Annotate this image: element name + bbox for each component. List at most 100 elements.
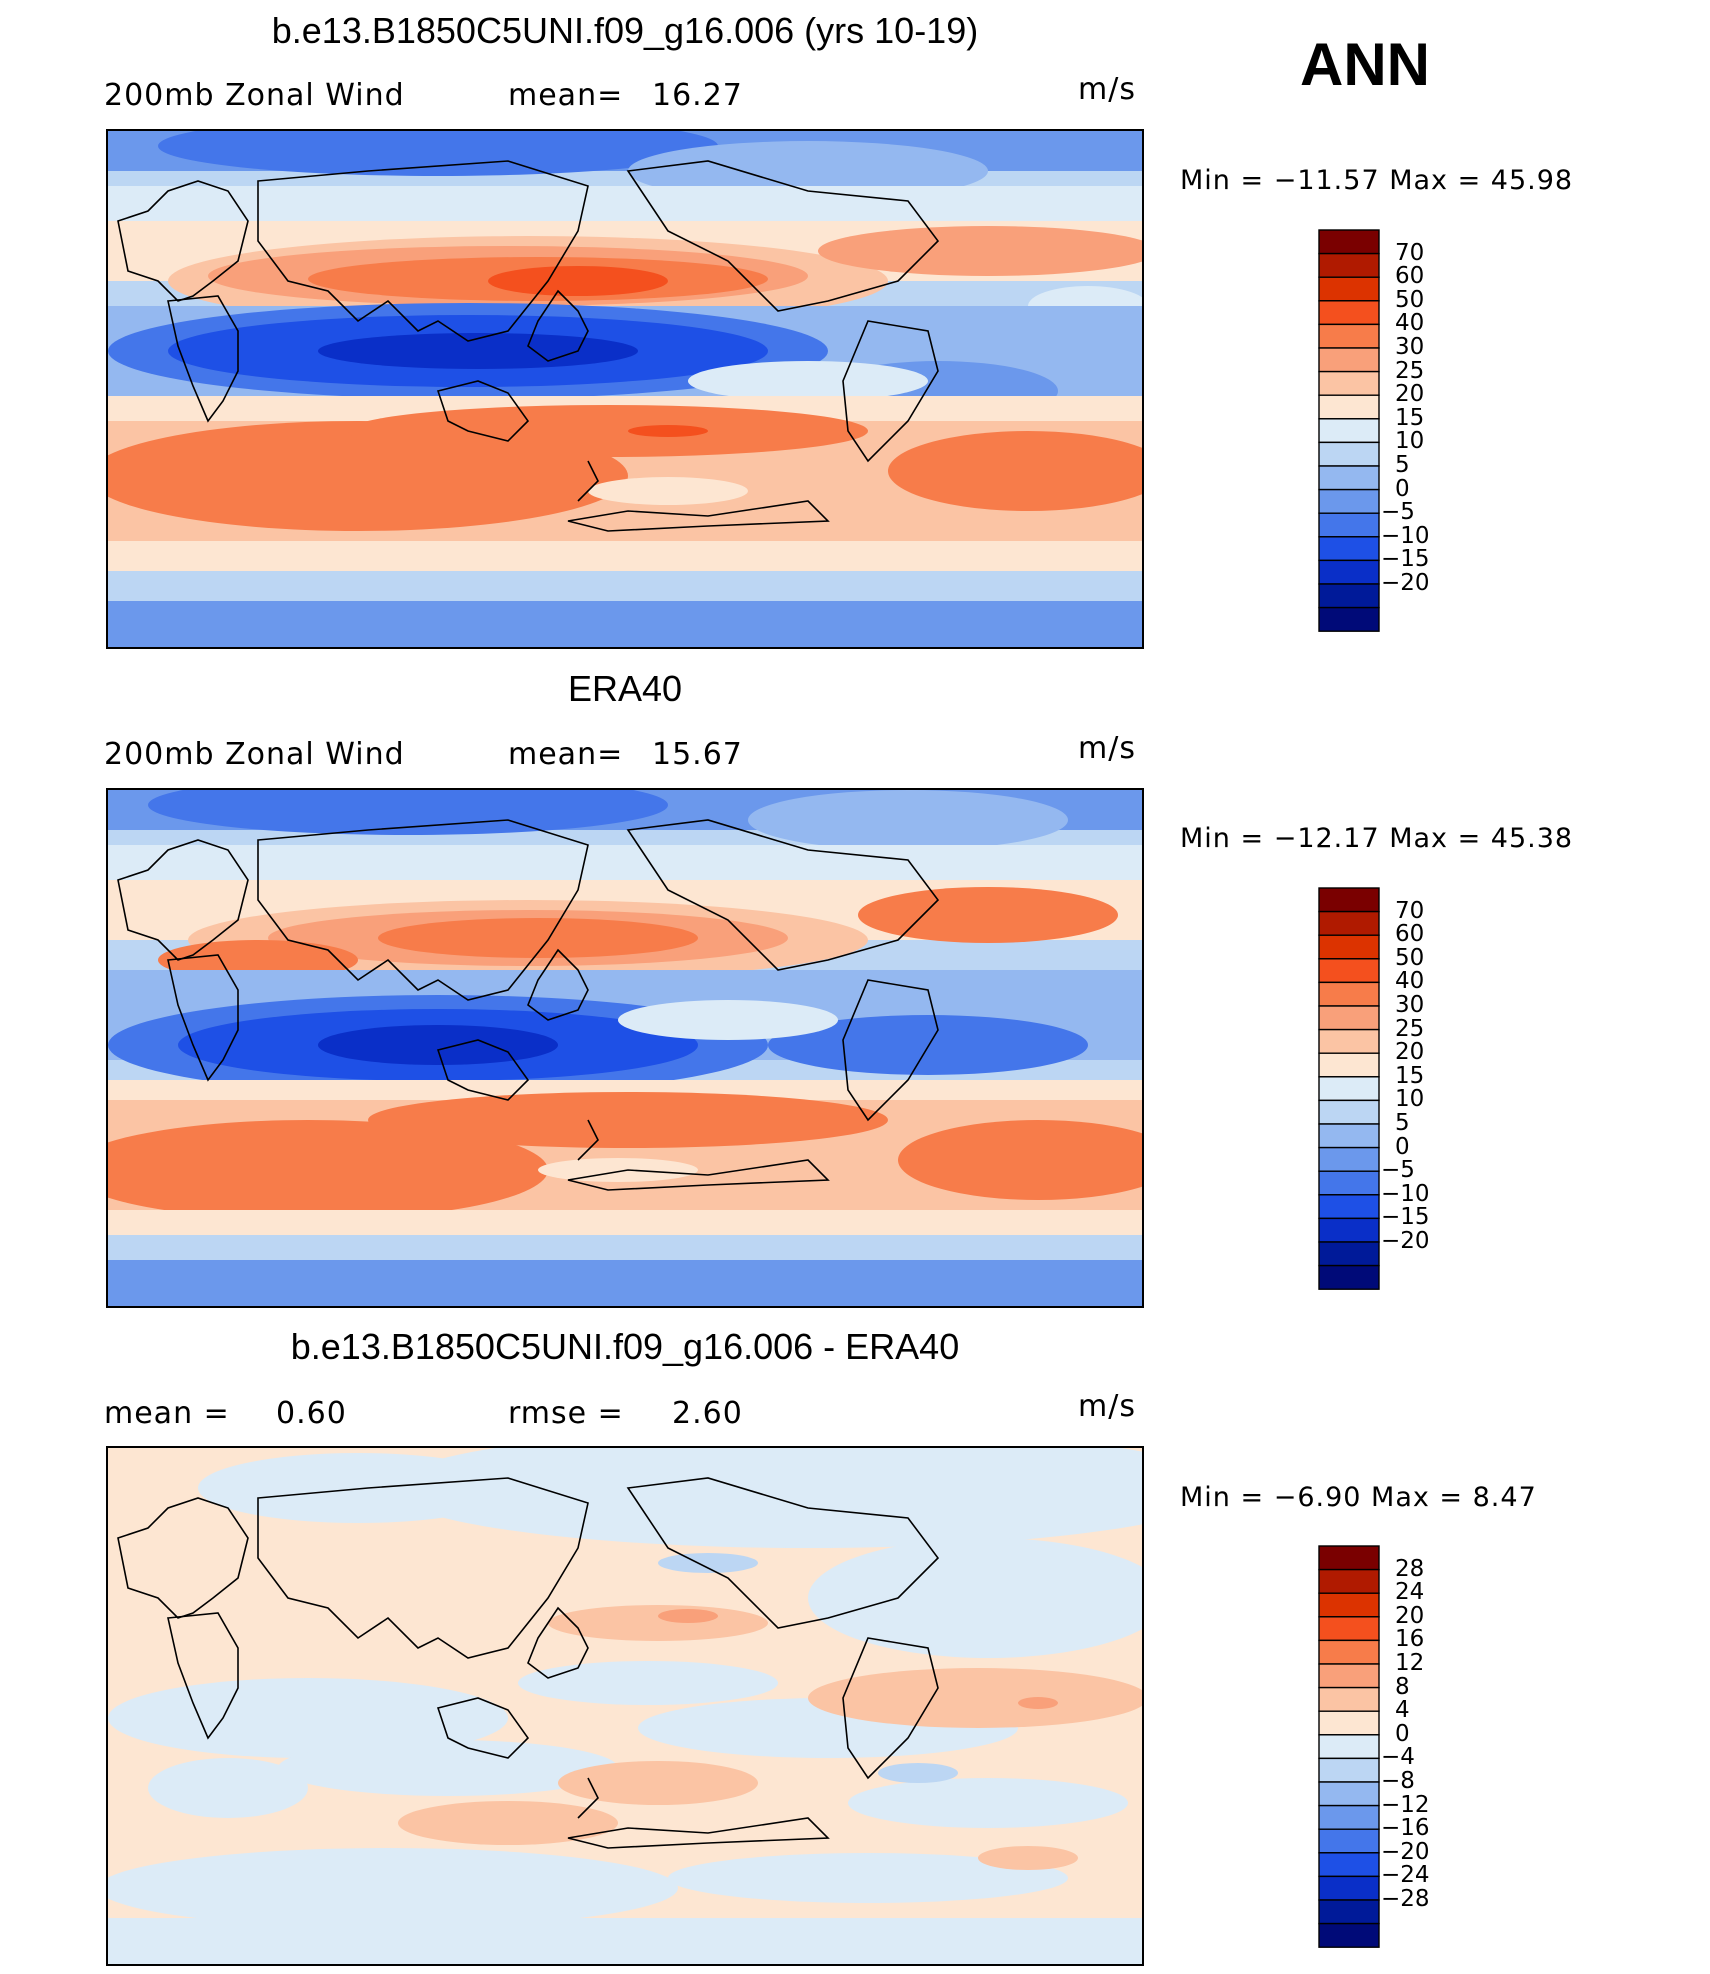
panel1-variable: 200mb Zonal Wind [104,78,405,113]
panel3-colorbar-tick-label: −8 [1381,1768,1415,1794]
panel3-units: m/s [1078,1389,1136,1424]
panel3-colorbar-tick-label: −24 [1381,1862,1430,1889]
panel2-colorbar-tick-label: −5 [1381,1157,1415,1184]
panel3-colorbar-swatches [1318,1545,1380,1948]
panel3-colorbar-tick-label: 16 [1395,1626,1425,1653]
panel2-variable: 200mb Zonal Wind [104,737,405,772]
panel2-colorbar-swatch [1318,981,1380,1007]
panel3-rmse-label: rmse = [508,1396,624,1431]
panel3-colorbar-tick-label: 0 [1395,1720,1410,1747]
panel1-colorbar-tick-label: 40 [1395,310,1425,337]
panel3-colorbar-swatch [1318,1616,1380,1642]
panel1-colorbar-tick-label: 5 [1395,452,1410,478]
panel1-colorbar-tick-label: 15 [1395,404,1425,431]
panel2-contour-field [108,790,1142,1306]
panel2-colorbar [1318,887,1382,1302]
panel2-colorbar-tick-label: 25 [1395,1015,1425,1042]
panel2-colorbar-swatch [1318,1241,1380,1267]
panel1-colorbar-swatch [1318,229,1380,255]
panel1-colorbar-tick-label: −10 [1381,522,1430,549]
panel2-colorbar-swatch [1318,1099,1380,1125]
panel2-units: m/s [1078,731,1136,766]
panel3-colorbar-swatch [1318,1663,1380,1689]
panel3-colorbar-swatch [1318,1757,1380,1783]
panel2-colorbar-swatch [1318,1146,1380,1172]
panel3-colorbar-swatch [1318,1545,1380,1571]
panel1-colorbar-tick-label: 10 [1395,428,1425,455]
panel1-colorbar-swatch [1318,347,1380,373]
panel2-colorbar-swatch [1318,934,1380,960]
panel2-colorbar-swatch [1318,1217,1380,1243]
panel1-mean-value: 16.27 [652,78,743,113]
panel2-mean-value: 15.67 [652,737,743,772]
panel2-colorbar-swatch [1318,1170,1380,1196]
panel2-colorbar-swatch [1318,1123,1380,1149]
panel3-colorbar-swatch [1318,1734,1380,1760]
panel1-colorbar-swatch [1318,606,1380,632]
panel2-colorbar-tick-label: 20 [1395,1039,1425,1066]
panel3-colorbar-swatch [1318,1922,1380,1948]
panel1-colorbar [1318,229,1382,644]
season-label: ANN [1300,31,1430,98]
panel3-colorbar-swatch [1318,1639,1380,1665]
panel3-colorbar-swatch [1318,1686,1380,1712]
panel1-map [106,129,1144,649]
panel3-colorbar-swatch [1318,1781,1380,1807]
panel1-colorbar-swatch [1318,465,1380,491]
panel3-colorbar-tick-label: 8 [1395,1673,1410,1700]
panel1-colorbar-tick-label: 30 [1395,334,1425,360]
panel3-colorbar-swatch [1318,1875,1380,1901]
panel2-map [106,788,1144,1308]
panel1-colorbar-swatch [1318,394,1380,420]
panel1-colorbar-swatch [1318,252,1380,278]
panel3-colorbar-tick-label: −20 [1381,1838,1430,1865]
panel3-title: b.e13.B1850C5UNI.f09_g16.006 - ERA40 [290,1326,960,1367]
panel3-colorbar-tick-label: 28 [1395,1555,1425,1582]
panel3-mean-value: 0.60 [276,1396,347,1431]
panel1-colorbar-tick-label: 20 [1395,381,1425,408]
panel1-colorbar-swatch [1318,276,1380,302]
panel3-minmax: Min = −6.90 Max = 8.47 [1180,1482,1537,1513]
panel2-colorbar-tick-label: 50 [1395,944,1425,971]
panel1-units: m/s [1078,72,1136,107]
panel1-colorbar-swatch [1318,323,1380,349]
panel1-colorbar-tick-label: 50 [1395,286,1425,313]
panel2-colorbar-swatch [1318,1052,1380,1078]
panel2-colorbar-swatch [1318,1028,1380,1054]
panel2-colorbar-swatch [1318,1194,1380,1220]
panel1-colorbar-swatch [1318,559,1380,585]
panel1-colorbar-tick-label: −20 [1381,570,1430,596]
panel3-colorbar-tick-label: 4 [1395,1697,1410,1724]
panel3-colorbar-swatch [1318,1828,1380,1854]
panel2-minmax: Min = −12.17 Max = 45.38 [1180,823,1574,854]
panel3-colorbar-swatch [1318,1710,1380,1736]
panel3-colorbar-tick-label: −28 [1381,1886,1430,1912]
panel1-title: b.e13.B1850C5UNI.f09_g16.006 (yrs 10-19) [271,10,979,51]
panel2-colorbar-swatch [1318,958,1380,984]
panel3-colorbar-swatch [1318,1899,1380,1925]
panel3-colorbar-swatch [1318,1568,1380,1594]
panel3-colorbar-swatch [1318,1592,1380,1618]
panel3-colorbar-swatch [1318,1804,1380,1830]
panel2-colorbar-swatch [1318,1005,1380,1031]
panel2-colorbar-tick-label: 15 [1395,1062,1425,1089]
panel3-colorbar-swatch [1318,1852,1380,1878]
panel2-colorbar-tick-label: −20 [1381,1228,1430,1254]
panel1-colorbar-tick-label: −15 [1381,546,1430,573]
panel1-colorbar-tick-label: 70 [1395,239,1425,266]
panel1-colorbar-swatch [1318,370,1380,396]
panel2-mean-label: mean= [508,737,624,772]
panel1-colorbar-swatch [1318,488,1380,514]
panel2-colorbar-tick-label: 30 [1395,992,1425,1018]
panel1-mean-label: mean= [508,78,624,113]
panel2-colorbar-tick-label: 70 [1395,897,1425,924]
panel2-colorbar-tick-label: −10 [1381,1180,1430,1207]
panel2-colorbar-tick-label: 60 [1395,921,1425,948]
panel2-colorbar-swatch [1318,887,1380,913]
panel2-title: ERA40 [567,668,683,709]
panel1-colorbar-swatch [1318,583,1380,609]
panel2-colorbar-tick-label: −15 [1381,1204,1430,1231]
panel1-colorbar-swatch [1318,536,1380,562]
panel3-rmse-value: 2.60 [672,1396,743,1431]
panel1-colorbar-swatches [1318,229,1380,632]
